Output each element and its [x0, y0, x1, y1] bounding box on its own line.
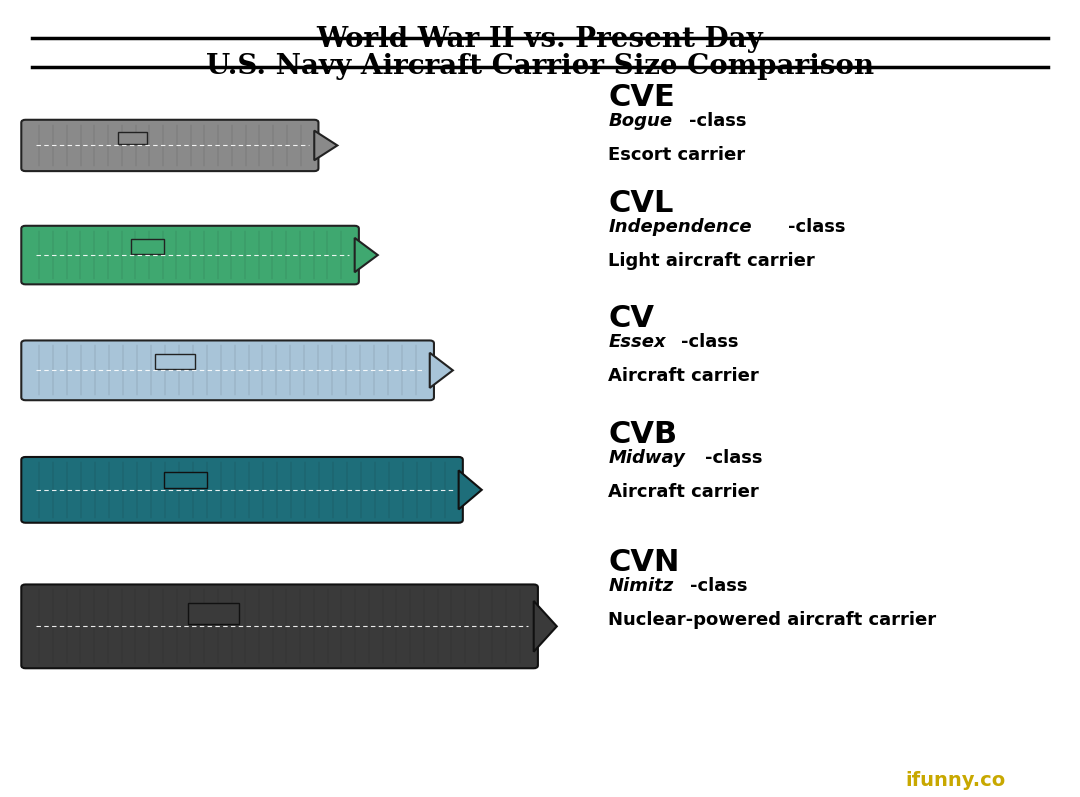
Text: U.S. Navy Aircraft Carrier Size Comparison: U.S. Navy Aircraft Carrier Size Comparis… [206, 53, 874, 80]
Polygon shape [459, 470, 482, 509]
Text: -class: -class [680, 332, 738, 351]
Text: -class: -class [788, 218, 846, 236]
Text: Escort carrier: Escort carrier [608, 146, 745, 164]
Bar [131, 239, 164, 253]
Polygon shape [314, 131, 337, 160]
Polygon shape [430, 353, 453, 388]
Text: CVE: CVE [608, 83, 675, 112]
Text: CVN: CVN [608, 548, 679, 577]
Text: Light aircraft carrier: Light aircraft carrier [608, 252, 815, 270]
Text: Nimitz: Nimitz [608, 577, 674, 595]
Text: CVL: CVL [608, 189, 674, 218]
Text: CVB: CVB [608, 420, 677, 450]
Text: CV: CV [608, 304, 654, 332]
Bar [118, 132, 147, 144]
Text: Aircraft carrier: Aircraft carrier [608, 367, 759, 385]
Polygon shape [354, 238, 378, 273]
FancyBboxPatch shape [22, 226, 359, 285]
Text: Aircraft carrier: Aircraft carrier [608, 483, 759, 501]
Text: Bogue: Bogue [608, 112, 673, 130]
Bar [154, 354, 195, 369]
Bar [188, 603, 239, 624]
Text: -class: -class [689, 112, 746, 130]
FancyBboxPatch shape [22, 340, 434, 400]
FancyBboxPatch shape [22, 457, 463, 523]
Text: Midway: Midway [608, 450, 685, 467]
Text: Independence: Independence [608, 218, 752, 236]
FancyBboxPatch shape [22, 120, 319, 171]
FancyBboxPatch shape [22, 584, 538, 668]
Text: -class: -class [690, 577, 747, 595]
Text: Nuclear-powered aircraft carrier: Nuclear-powered aircraft carrier [608, 611, 936, 629]
Text: World War II vs. Present Day: World War II vs. Present Day [316, 26, 764, 53]
Text: Essex: Essex [608, 332, 666, 351]
Polygon shape [534, 601, 557, 652]
Bar [164, 472, 207, 489]
Text: -class: -class [704, 450, 762, 467]
Text: ifunny.co: ifunny.co [906, 771, 1005, 790]
